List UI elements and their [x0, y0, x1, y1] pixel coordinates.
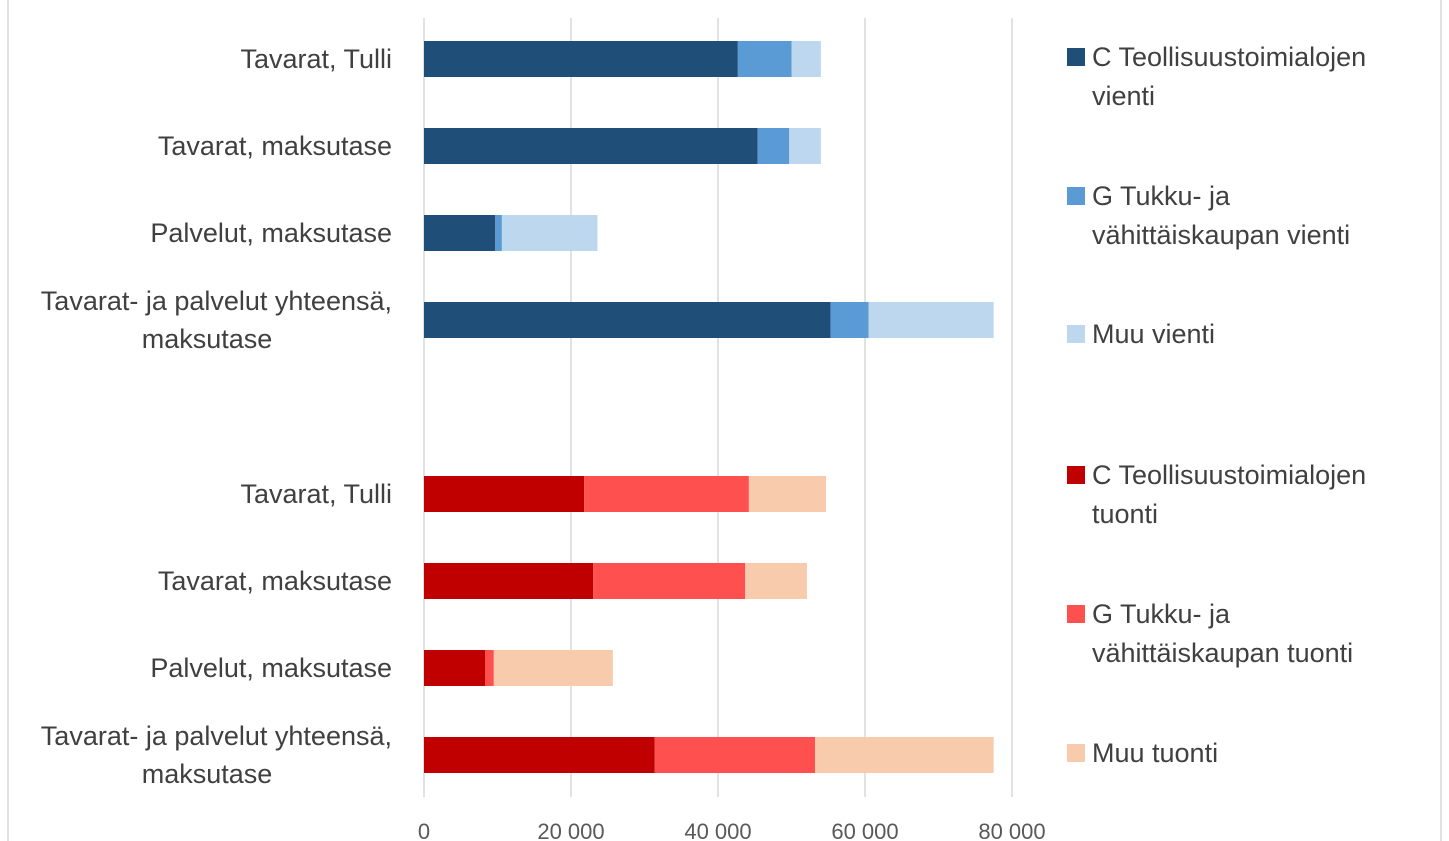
bar-segment — [424, 563, 594, 599]
bar-segment — [424, 215, 496, 251]
bar-segment — [815, 737, 994, 773]
bar-segment — [654, 737, 816, 773]
legend-swatch — [1067, 605, 1085, 623]
category-labels: Tavarat, Tulli Tavarat, maksutase Palvelut… — [41, 44, 392, 789]
x-tick-label: 40 000 — [684, 819, 751, 841]
x-tick-label: 60 000 — [831, 819, 898, 841]
bars — [424, 41, 994, 773]
bar-segment — [830, 302, 869, 338]
bar-segment — [495, 215, 502, 251]
category-label: Tavarat- ja palvelut yhteensä, maksutase — [41, 721, 392, 789]
legend-swatch — [1067, 466, 1085, 484]
x-tick-label: 0 — [418, 819, 430, 841]
bar-segment — [745, 563, 807, 599]
category-label: Tavarat, maksutase — [158, 566, 392, 596]
category-label: Palvelut, maksutase — [150, 653, 392, 683]
legend-swatch — [1067, 187, 1085, 205]
bar-segment — [424, 476, 585, 512]
bar-segment — [748, 476, 827, 512]
legend-label: G Tukku- ja vähittäiskaupan vienti — [1092, 181, 1350, 250]
category-label: Tavarat, Tulli — [240, 479, 392, 509]
bar-segment — [501, 215, 598, 251]
chart-border — [7, 0, 1442, 841]
category-label: Palvelut, maksutase — [150, 218, 392, 248]
legend-item: Muu vienti — [1067, 319, 1215, 349]
legend-item: C Teollisuustoimialojen tuonti — [1067, 460, 1366, 529]
bar-segment — [757, 128, 790, 164]
legend-label: C Teollisuustoimialojen vienti — [1092, 42, 1366, 111]
x-axis-tick-labels: 0 20 000 40 000 60 000 80 000 — [418, 819, 1046, 841]
bar-segment — [424, 650, 486, 686]
legend: C Teollisuustoimialojen vienti G Tukku- ja… — [1067, 42, 1366, 768]
legend-item: C Teollisuustoimialojen vienti — [1067, 42, 1366, 111]
bar-segment — [584, 476, 749, 512]
legend-label: C Teollisuustoimialojen tuonti — [1092, 460, 1366, 529]
x-tick-label: 80 000 — [978, 819, 1045, 841]
bar-segment — [424, 41, 738, 77]
bar-segment — [593, 563, 746, 599]
legend-swatch — [1067, 48, 1085, 66]
bar-segment — [737, 41, 792, 77]
legend-label: G Tukku- ja vähittäiskaupan tuonti — [1092, 599, 1353, 668]
category-label: Tavarat- ja palvelut yhteensä, maksutase — [41, 286, 392, 354]
bar-segment — [493, 650, 613, 686]
category-label: Tavarat, Tulli — [240, 44, 392, 74]
legend-item: G Tukku- ja vähittäiskaupan vienti — [1067, 181, 1350, 250]
bar-segment — [424, 128, 758, 164]
category-label: Tavarat, maksutase — [158, 131, 392, 161]
bar-segment — [791, 41, 821, 77]
x-tick-label: 20 000 — [537, 819, 604, 841]
legend-label: Muu tuonti — [1092, 738, 1218, 768]
legend-label: Muu vienti — [1092, 319, 1215, 349]
legend-swatch — [1067, 325, 1085, 343]
legend-item: G Tukku- ja vähittäiskaupan tuonti — [1067, 599, 1353, 668]
bar-segment — [424, 302, 831, 338]
bar-segment — [485, 650, 494, 686]
bar-segment — [424, 737, 655, 773]
bar-segment — [868, 302, 994, 338]
legend-swatch — [1067, 744, 1085, 762]
bar-segment — [789, 128, 821, 164]
legend-item: Muu tuonti — [1067, 738, 1218, 768]
